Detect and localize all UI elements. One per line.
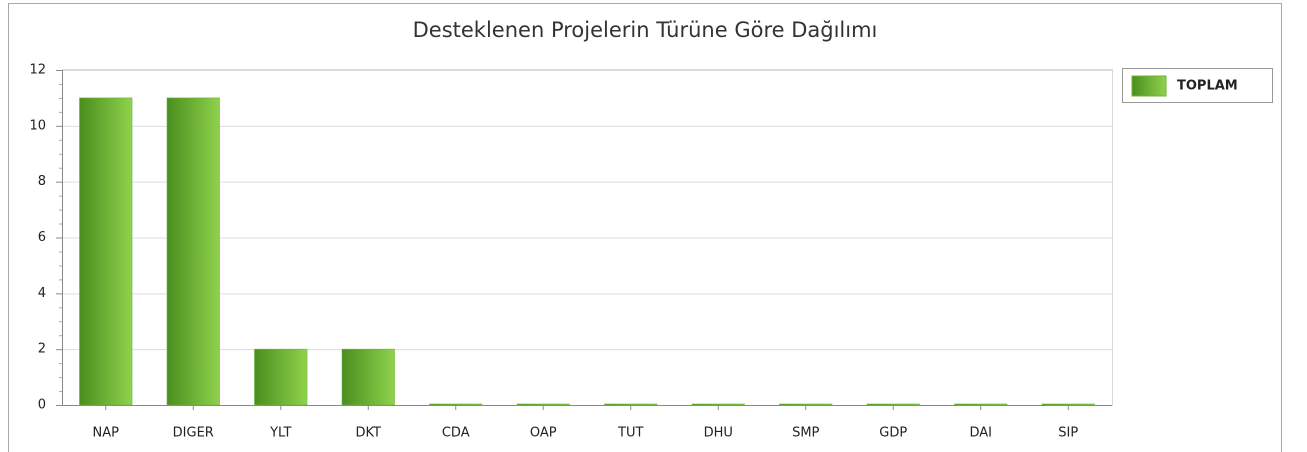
bar <box>254 348 308 406</box>
y-tick-label: 2 <box>38 342 46 357</box>
x-tick-label: YLT <box>269 426 291 441</box>
bar <box>691 403 745 406</box>
bar <box>516 403 570 406</box>
legend-swatch <box>1131 75 1167 97</box>
x-tick-label: GDP <box>879 426 907 441</box>
bar <box>1041 403 1095 406</box>
y-tick-label: 4 <box>38 286 46 301</box>
bar <box>166 97 220 406</box>
x-tick-label: NAP <box>93 426 120 441</box>
y-tick-label: 0 <box>38 398 46 413</box>
y-tick-label: 6 <box>38 230 46 245</box>
y-tick-label: 12 <box>29 63 46 78</box>
x-tick-label: SMP <box>792 426 819 441</box>
bar <box>341 348 395 406</box>
x-tick-label: DKT <box>356 426 382 441</box>
x-tick-label: CDA <box>442 426 470 441</box>
bar <box>604 403 658 406</box>
y-tick-label: 10 <box>29 118 46 133</box>
y-tick-label: 8 <box>38 174 46 189</box>
x-tick-label: DIGER <box>173 426 214 441</box>
bar <box>79 97 133 406</box>
x-tick-label: DHU <box>704 426 733 441</box>
chart-title: Desteklenen Projelerin Türüne Göre Dağıl… <box>413 18 878 42</box>
legend-label: TOPLAM <box>1177 79 1238 94</box>
x-tick-label: DAI <box>969 426 992 441</box>
bar <box>954 403 1008 406</box>
bar <box>866 403 920 406</box>
x-tick-label: SIP <box>1058 426 1078 441</box>
x-tick-label: OAP <box>530 426 557 441</box>
bar <box>779 403 833 406</box>
x-tick-label: TUT <box>617 426 643 441</box>
bar <box>429 403 483 406</box>
